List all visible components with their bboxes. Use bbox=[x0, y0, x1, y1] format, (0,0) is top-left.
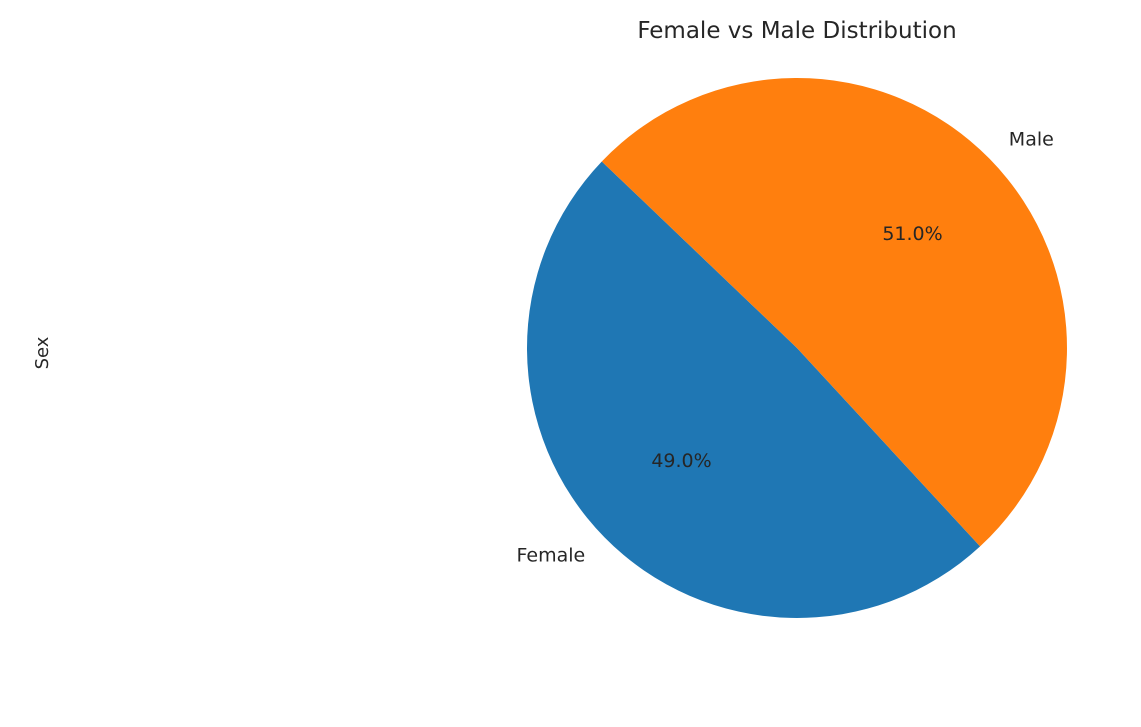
y-axis-label: Sex bbox=[32, 336, 53, 369]
pie-slice-male bbox=[601, 78, 1067, 547]
pie-labels: Female 49.0% Male 51.0% bbox=[516, 128, 1053, 566]
slice-percent-male: 51.0% bbox=[882, 223, 942, 245]
pie-slices bbox=[526, 78, 1067, 619]
slice-label-female: Female bbox=[516, 545, 585, 567]
slice-label-male: Male bbox=[1009, 128, 1054, 150]
chart-title: Female vs Male Distribution bbox=[637, 18, 956, 44]
slice-percent-female: 49.0% bbox=[651, 450, 711, 472]
pie-slice-female bbox=[526, 161, 981, 619]
